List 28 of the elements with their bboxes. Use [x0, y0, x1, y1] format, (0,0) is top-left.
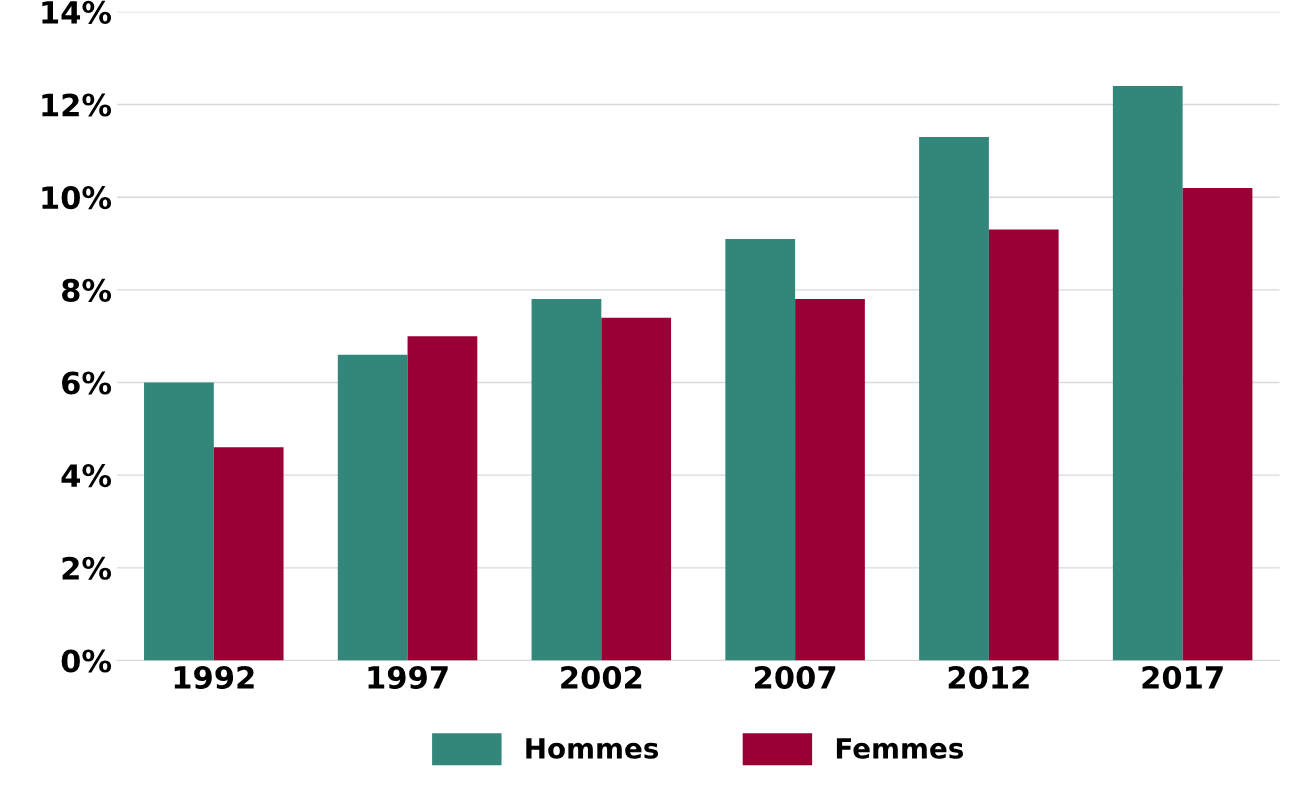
x-tick-label: 2007 [754, 665, 836, 689]
y-tick-label: 2% [62, 556, 112, 580]
x-tick-label: 2012 [948, 665, 1029, 689]
x-tick-label: 2002 [561, 665, 642, 689]
y-tick-label: 4% [61, 464, 112, 488]
bar [213, 447, 284, 661]
bar [1112, 85, 1183, 661]
bar [795, 299, 865, 661]
x-tick-label: 1997 [368, 665, 448, 689]
y-tick-label: 10% [42, 186, 112, 210]
y-tick-label: 6% [62, 371, 112, 395]
y-tick-label: 14% [42, 0, 112, 24]
bar [337, 354, 408, 661]
bar [144, 382, 214, 661]
x-tick-label: 1992 [174, 665, 254, 689]
bar [601, 317, 672, 661]
legend-label: Hommes [526, 738, 659, 759]
y-tick-label: 12% [42, 93, 112, 117]
bar [725, 238, 796, 661]
bar [531, 299, 602, 661]
bar [1182, 187, 1253, 661]
y-tick-label: 0% [61, 649, 112, 673]
legend-label: Femmes [836, 738, 964, 759]
bar [407, 336, 478, 661]
bar [919, 136, 989, 661]
y-tick-label: 8% [62, 278, 112, 302]
x-tick-label: 2017 [1142, 665, 1223, 689]
bar [988, 229, 1059, 661]
